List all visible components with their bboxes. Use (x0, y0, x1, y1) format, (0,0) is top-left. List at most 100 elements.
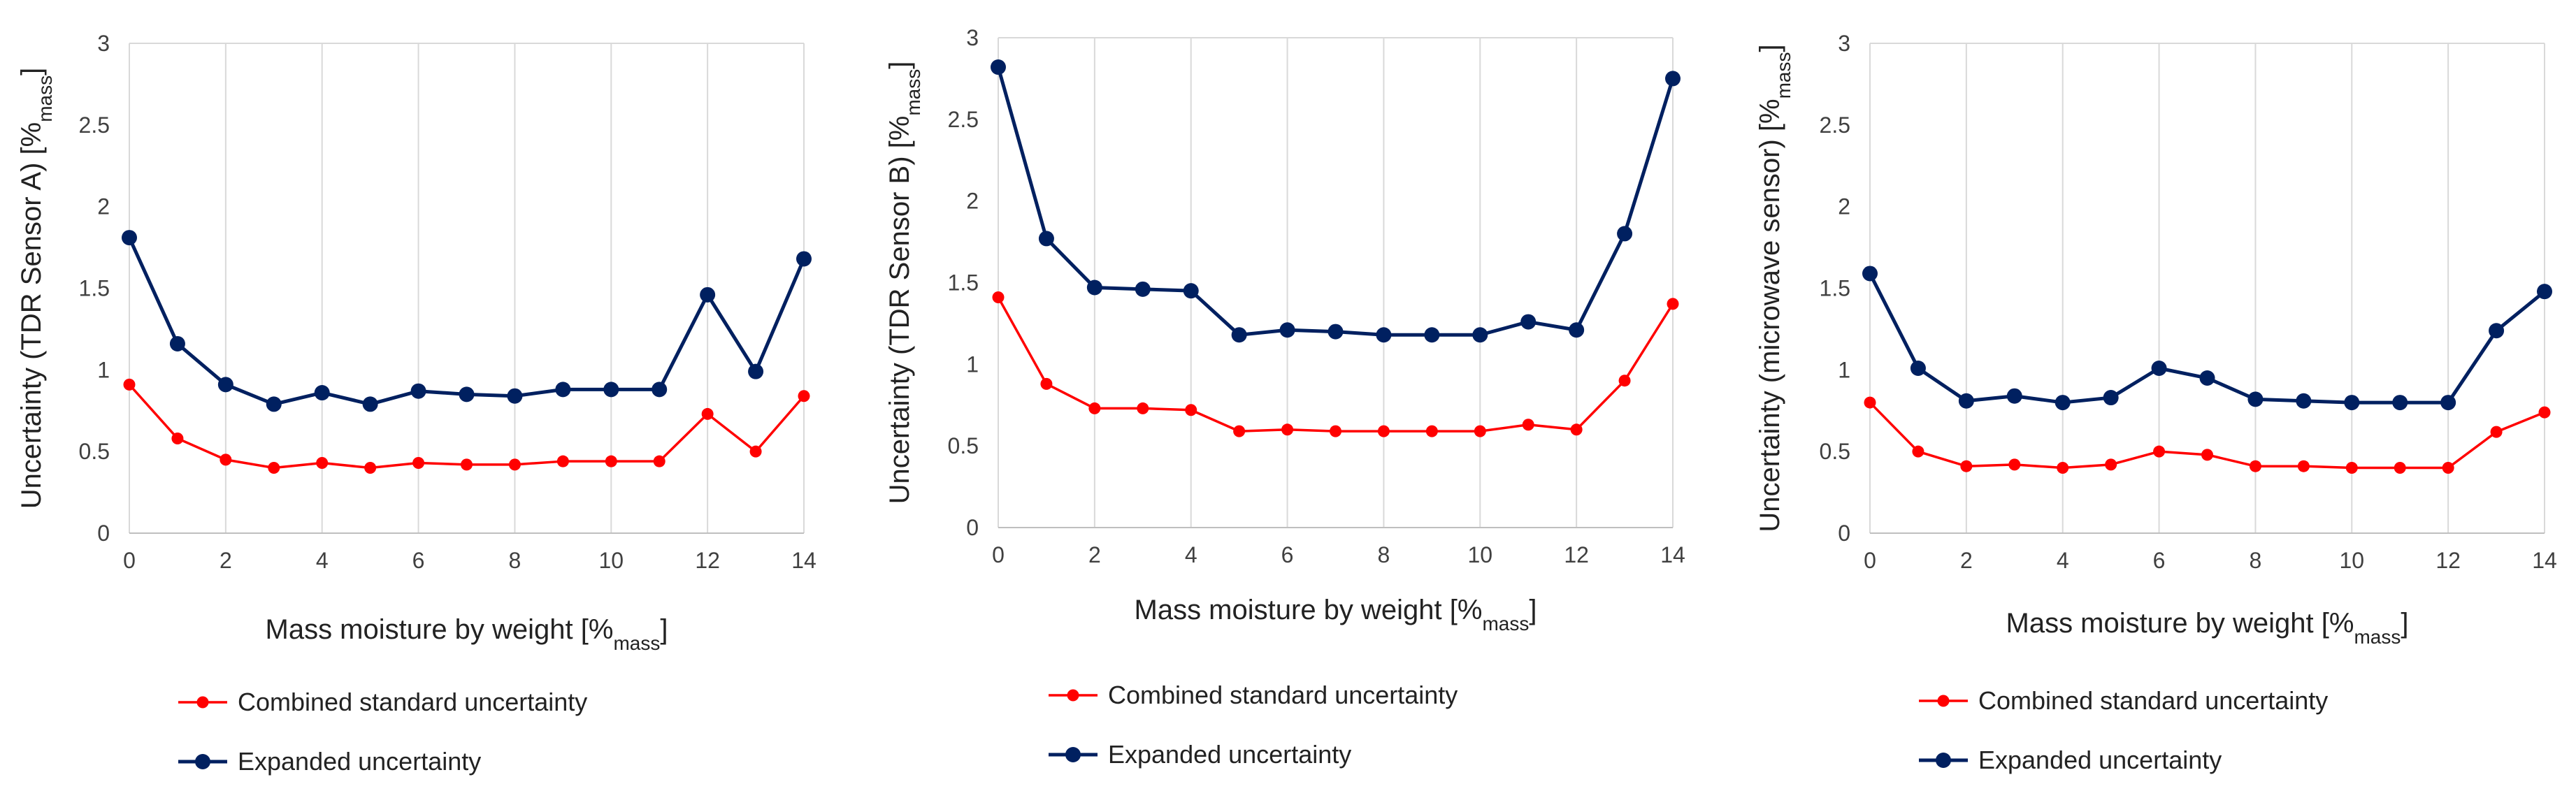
x-tick-label: 14 (1660, 542, 1685, 567)
data-point-expanded (1135, 281, 1151, 297)
chart-panel-2: 0 0.5 1 1.5 2 2.5 3 0 2 4 6 8 10 12 14 Mass moisture by… (884, 25, 1685, 769)
label-text: Uncertainty (TDR Sensor A) [% (16, 122, 47, 509)
data-point-expanded (2392, 395, 2408, 411)
x-tick-label: 2 (220, 548, 232, 573)
data-point-expanded (1086, 280, 1102, 296)
data-point-expanded (1038, 231, 1054, 247)
y-tick-label: 0 (97, 521, 110, 546)
y-tick-label: 2.5 (948, 107, 979, 132)
data-point-combined (2153, 445, 2166, 458)
legend-marker (195, 754, 210, 769)
y-tick-label: 3 (966, 25, 979, 50)
y-tick-label: 0 (1838, 521, 1850, 546)
data-point-combined (556, 455, 569, 467)
x-tick-label: 0 (992, 542, 1005, 567)
x-tick-label: 4 (316, 548, 329, 573)
data-point-expanded (507, 388, 523, 404)
x-axis-title: Mass moisture by weight [%mass] (1135, 595, 1537, 634)
x-tick-label: 12 (695, 548, 720, 573)
data-point-expanded (1665, 71, 1681, 87)
x-tick-label: 12 (2435, 548, 2461, 573)
legend-marker (196, 696, 209, 709)
y-tick-label: 2.5 (1820, 113, 1850, 138)
y-tick-label: 1.5 (1820, 276, 1850, 301)
label-text-end: ] (1529, 595, 1537, 625)
data-point-combined (2345, 462, 2358, 474)
y-tick-label: 2 (1838, 194, 1850, 219)
data-point-combined (171, 432, 184, 444)
data-point-combined (701, 407, 714, 420)
x-tick-label: 10 (2339, 548, 2364, 573)
data-point-combined (2490, 426, 2503, 438)
data-point-expanded (2489, 323, 2505, 339)
y-tick-label: 0 (966, 515, 979, 540)
x-tick-label: 2 (1960, 548, 1973, 573)
data-point-combined (1522, 419, 1534, 431)
data-point-expanded (2151, 360, 2167, 376)
y-axis-title: Uncertainty (TDR Sensor A) [%mass] (16, 68, 56, 509)
data-point-expanded (2055, 395, 2071, 411)
legend-entry-combined: Combined standard uncertainty (1919, 686, 2328, 715)
data-point-expanded (603, 382, 619, 398)
data-point-combined (1088, 402, 1101, 414)
data-point-combined (1474, 425, 1486, 437)
y-tick-label: 0.5 (948, 433, 979, 458)
data-point-expanded (1862, 266, 1878, 282)
data-point-expanded (991, 59, 1006, 75)
data-point-combined (2008, 458, 2021, 471)
data-point-combined (2442, 462, 2454, 474)
data-point-expanded (1617, 226, 1633, 242)
data-point-combined (123, 378, 136, 391)
data-point-combined (1425, 425, 1438, 437)
x-tick-label: 0 (1864, 548, 1876, 573)
data-point-expanded (1569, 322, 1585, 338)
legend-entry-expanded: Expanded uncertainty (1919, 746, 2222, 774)
x-axis-title: Mass moisture by weight [%mass] (266, 614, 668, 654)
data-point-expanded (748, 363, 764, 379)
data-point-combined (508, 458, 521, 471)
x-tick-label: 8 (2250, 548, 2262, 573)
x-tick-label: 6 (1281, 542, 1294, 567)
x-tick-label: 8 (1378, 542, 1390, 567)
label-text-end: ] (884, 61, 915, 69)
data-point-combined (316, 457, 329, 470)
label-text: Mass moisture by weight [% (1135, 595, 1483, 625)
data-point-expanded (410, 383, 426, 399)
y-tick-label: 2 (966, 189, 979, 214)
data-point-combined (2201, 449, 2213, 461)
x-tick-label: 12 (1564, 542, 1589, 567)
legend-entry-combined: Combined standard uncertainty (178, 688, 587, 716)
data-point-combined (1960, 460, 1973, 472)
data-point-combined (364, 462, 377, 474)
x-tick-label: 4 (1185, 542, 1197, 567)
data-point-combined (1912, 445, 1924, 458)
data-point-combined (1233, 425, 1246, 437)
data-point-combined (1185, 404, 1197, 416)
y-tick-label: 1 (97, 357, 110, 382)
y-tick-label: 0.5 (79, 439, 110, 464)
label-subscript: mass (613, 632, 660, 654)
data-point-combined (605, 455, 617, 467)
data-point-expanded (1910, 360, 1926, 376)
data-point-expanded (122, 230, 137, 246)
y-axis-title: Uncertainty (TDR Sensor B) [%mass] (884, 61, 924, 505)
data-point-expanded (1279, 322, 1295, 338)
data-point-expanded (1183, 283, 1199, 299)
x-tick-label: 10 (598, 548, 624, 573)
legend-label: Expanded uncertainty (238, 747, 481, 776)
data-point-combined (1864, 396, 1876, 409)
y-axis-title: Uncertainty (microwave sensor) [%mass] (1755, 44, 1794, 532)
y-tick-label: 0.5 (1820, 439, 1850, 464)
data-point-expanded (2296, 393, 2312, 409)
data-point-expanded (652, 382, 668, 398)
data-point-combined (1667, 298, 1679, 310)
legend-label: Combined standard uncertainty (1108, 681, 1458, 709)
label-text-end: ] (1755, 44, 1785, 52)
y-tick-label: 3 (1838, 31, 1850, 56)
label-text-end: ] (2401, 608, 2408, 639)
x-tick-label: 14 (791, 548, 816, 573)
data-point-combined (461, 458, 473, 471)
legend-marker (1936, 753, 1951, 768)
label-subscript: mass (1482, 613, 1529, 634)
